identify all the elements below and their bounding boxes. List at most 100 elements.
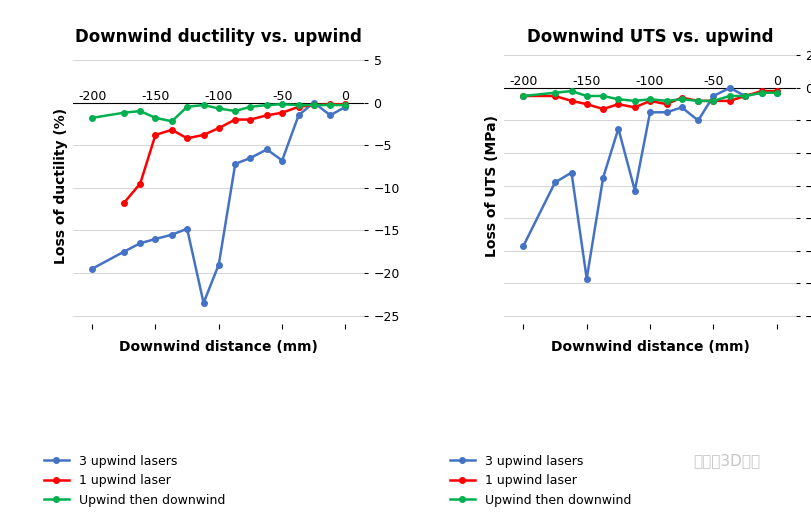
3 upwind lasers	[167, 232, 177, 238]
Upwind then downwind	[581, 93, 591, 99]
1 upwind laser	[340, 101, 350, 107]
1 upwind laser	[118, 200, 128, 206]
3 upwind lasers	[87, 266, 97, 272]
3 upwind lasers	[230, 161, 240, 167]
Text: -150: -150	[572, 75, 600, 88]
Upwind then downwind	[87, 115, 97, 121]
Upwind then downwind	[708, 98, 718, 104]
1 upwind laser	[708, 98, 718, 104]
3 upwind lasers	[661, 109, 671, 116]
3 upwind lasers	[294, 112, 303, 118]
3 upwind lasers	[518, 243, 528, 249]
1 upwind laser	[629, 104, 639, 110]
Upwind then downwind	[724, 93, 734, 99]
1 upwind laser	[135, 180, 145, 187]
Text: -100: -100	[635, 75, 663, 88]
Upwind then downwind	[756, 89, 766, 96]
3 upwind lasers	[277, 157, 286, 164]
Upwind then downwind	[676, 96, 686, 103]
1 upwind laser	[213, 125, 223, 131]
1 upwind laser	[199, 132, 208, 138]
Upwind then downwind	[150, 115, 160, 121]
Upwind then downwind	[693, 98, 702, 104]
3 upwind lasers	[118, 248, 128, 255]
1 upwind laser	[598, 106, 607, 112]
1 upwind laser	[150, 132, 160, 138]
Upwind then downwind	[550, 89, 560, 96]
1 upwind laser	[693, 98, 702, 104]
Upwind then downwind	[566, 88, 576, 94]
Upwind then downwind	[182, 104, 191, 110]
Text: -100: -100	[204, 89, 233, 103]
3 upwind lasers	[708, 93, 718, 99]
3 upwind lasers	[613, 126, 623, 132]
X-axis label: Downwind distance (mm): Downwind distance (mm)	[119, 339, 318, 354]
3 upwind lasers	[262, 146, 272, 153]
Upwind then downwind	[262, 102, 272, 108]
Upwind then downwind	[245, 104, 255, 110]
Line: Upwind then downwind: Upwind then downwind	[89, 101, 348, 124]
Text: -50: -50	[702, 75, 723, 88]
3 upwind lasers	[629, 187, 639, 194]
3 upwind lasers	[676, 104, 686, 110]
Upwind then downwind	[740, 93, 749, 99]
Text: 0: 0	[772, 75, 780, 88]
1 upwind laser	[566, 98, 576, 104]
Upwind then downwind	[213, 105, 223, 111]
3 upwind lasers	[740, 93, 749, 99]
Line: 3 upwind lasers: 3 upwind lasers	[89, 100, 348, 306]
Line: Upwind then downwind: Upwind then downwind	[520, 88, 779, 104]
Line: 3 upwind lasers: 3 upwind lasers	[520, 85, 779, 281]
Upwind then downwind	[325, 102, 335, 108]
1 upwind laser	[645, 98, 654, 104]
3 upwind lasers	[182, 225, 191, 232]
1 upwind laser	[182, 135, 191, 141]
1 upwind laser	[277, 110, 286, 116]
Upwind then downwind	[661, 98, 671, 104]
Upwind then downwind	[598, 93, 607, 99]
1 upwind laser	[613, 101, 623, 107]
Y-axis label: Loss of UTS (MPa): Loss of UTS (MPa)	[484, 115, 498, 257]
Text: -200: -200	[78, 89, 106, 103]
1 upwind laser	[581, 101, 591, 107]
3 upwind lasers	[213, 262, 223, 268]
1 upwind laser	[325, 101, 335, 107]
1 upwind laser	[550, 93, 560, 99]
1 upwind laser	[518, 93, 528, 99]
Upwind then downwind	[118, 110, 128, 116]
Text: -150: -150	[141, 89, 169, 103]
1 upwind laser	[676, 95, 686, 101]
3 upwind lasers	[756, 89, 766, 96]
Legend: 3 upwind lasers, 1 upwind laser, Upwind then downwind: 3 upwind lasers, 1 upwind laser, Upwind …	[444, 450, 635, 511]
1 upwind laser	[308, 102, 318, 108]
Upwind then downwind	[167, 118, 177, 124]
Text: 南极熊3D打印: 南极熊3D打印	[693, 453, 759, 468]
Upwind then downwind	[518, 93, 528, 99]
3 upwind lasers	[771, 89, 781, 96]
3 upwind lasers	[199, 300, 208, 306]
Text: -50: -50	[272, 89, 292, 103]
3 upwind lasers	[150, 236, 160, 242]
Title: Downwind ductility vs. upwind: Downwind ductility vs. upwind	[75, 28, 362, 46]
3 upwind lasers	[598, 174, 607, 180]
3 upwind lasers	[566, 169, 576, 176]
Upwind then downwind	[613, 96, 623, 103]
1 upwind laser	[740, 93, 749, 99]
Text: 0: 0	[341, 89, 349, 103]
1 upwind laser	[756, 88, 766, 94]
1 upwind laser	[230, 117, 240, 123]
Line: 1 upwind laser: 1 upwind laser	[121, 101, 348, 206]
Upwind then downwind	[135, 108, 145, 114]
3 upwind lasers	[245, 155, 255, 161]
3 upwind lasers	[693, 117, 702, 123]
1 upwind laser	[771, 88, 781, 94]
3 upwind lasers	[645, 109, 654, 116]
3 upwind lasers	[340, 104, 350, 110]
3 upwind lasers	[308, 99, 318, 106]
3 upwind lasers	[135, 240, 145, 246]
Upwind then downwind	[294, 102, 303, 108]
Upwind then downwind	[645, 96, 654, 103]
Upwind then downwind	[308, 102, 318, 108]
Upwind then downwind	[230, 108, 240, 114]
Upwind then downwind	[771, 89, 781, 96]
